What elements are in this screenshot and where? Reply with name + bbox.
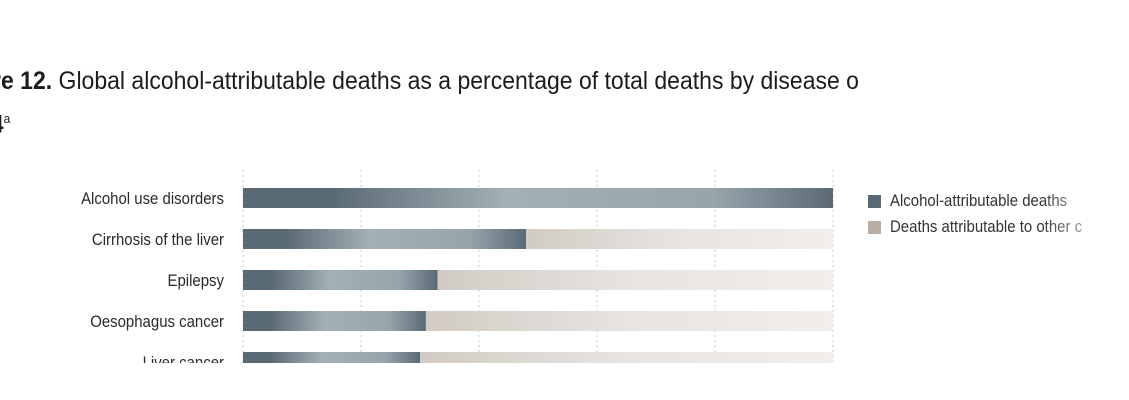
legend-swatch-alcohol <box>868 194 881 208</box>
legend-label-alcohol: Alcohol-attributable deaths <box>890 191 1068 210</box>
legend-fade <box>1040 180 1129 250</box>
category-label-3: Oesophagus cancer <box>90 313 224 331</box>
category-label-2: Epilepsy <box>167 272 224 290</box>
bar-alcohol-3 <box>243 311 426 331</box>
figure-title: Global alcohol-attributable deaths as a … <box>58 67 859 95</box>
legend: Alcohol-attributable deaths Deaths attri… <box>868 188 1108 240</box>
category-label-0: Alcohol use disorders <box>81 190 224 208</box>
legend-item-alcohol: Alcohol-attributable deaths <box>868 188 1108 214</box>
legend-item-other: Deaths attributable to other c <box>868 214 1108 240</box>
bar-other-4 <box>420 352 833 363</box>
chart-title: ure 12. Global alcohol-attributable deat… <box>0 62 1045 143</box>
category-label-1: Cirrhosis of the liver <box>92 231 225 249</box>
crop-mask <box>0 363 860 370</box>
bar-other-3 <box>425 311 833 331</box>
bar-alcohol-0 <box>243 188 833 208</box>
legend-swatch-other <box>868 220 881 234</box>
bar-other-1 <box>526 229 833 249</box>
footnote-mark: a <box>3 111 11 126</box>
bar-chart: Alcohol use disorders Cirrhosis of the li… <box>0 170 860 370</box>
bar-alcohol-1 <box>243 229 527 249</box>
bar-alcohol-4 <box>243 352 420 363</box>
bar-alcohol-2 <box>243 270 438 290</box>
figure-label: ure 12. <box>0 67 53 95</box>
figure-title-year: 04 <box>0 110 4 138</box>
bar-other-2 <box>437 270 833 290</box>
legend-label-other: Deaths attributable to other c <box>890 217 1083 236</box>
